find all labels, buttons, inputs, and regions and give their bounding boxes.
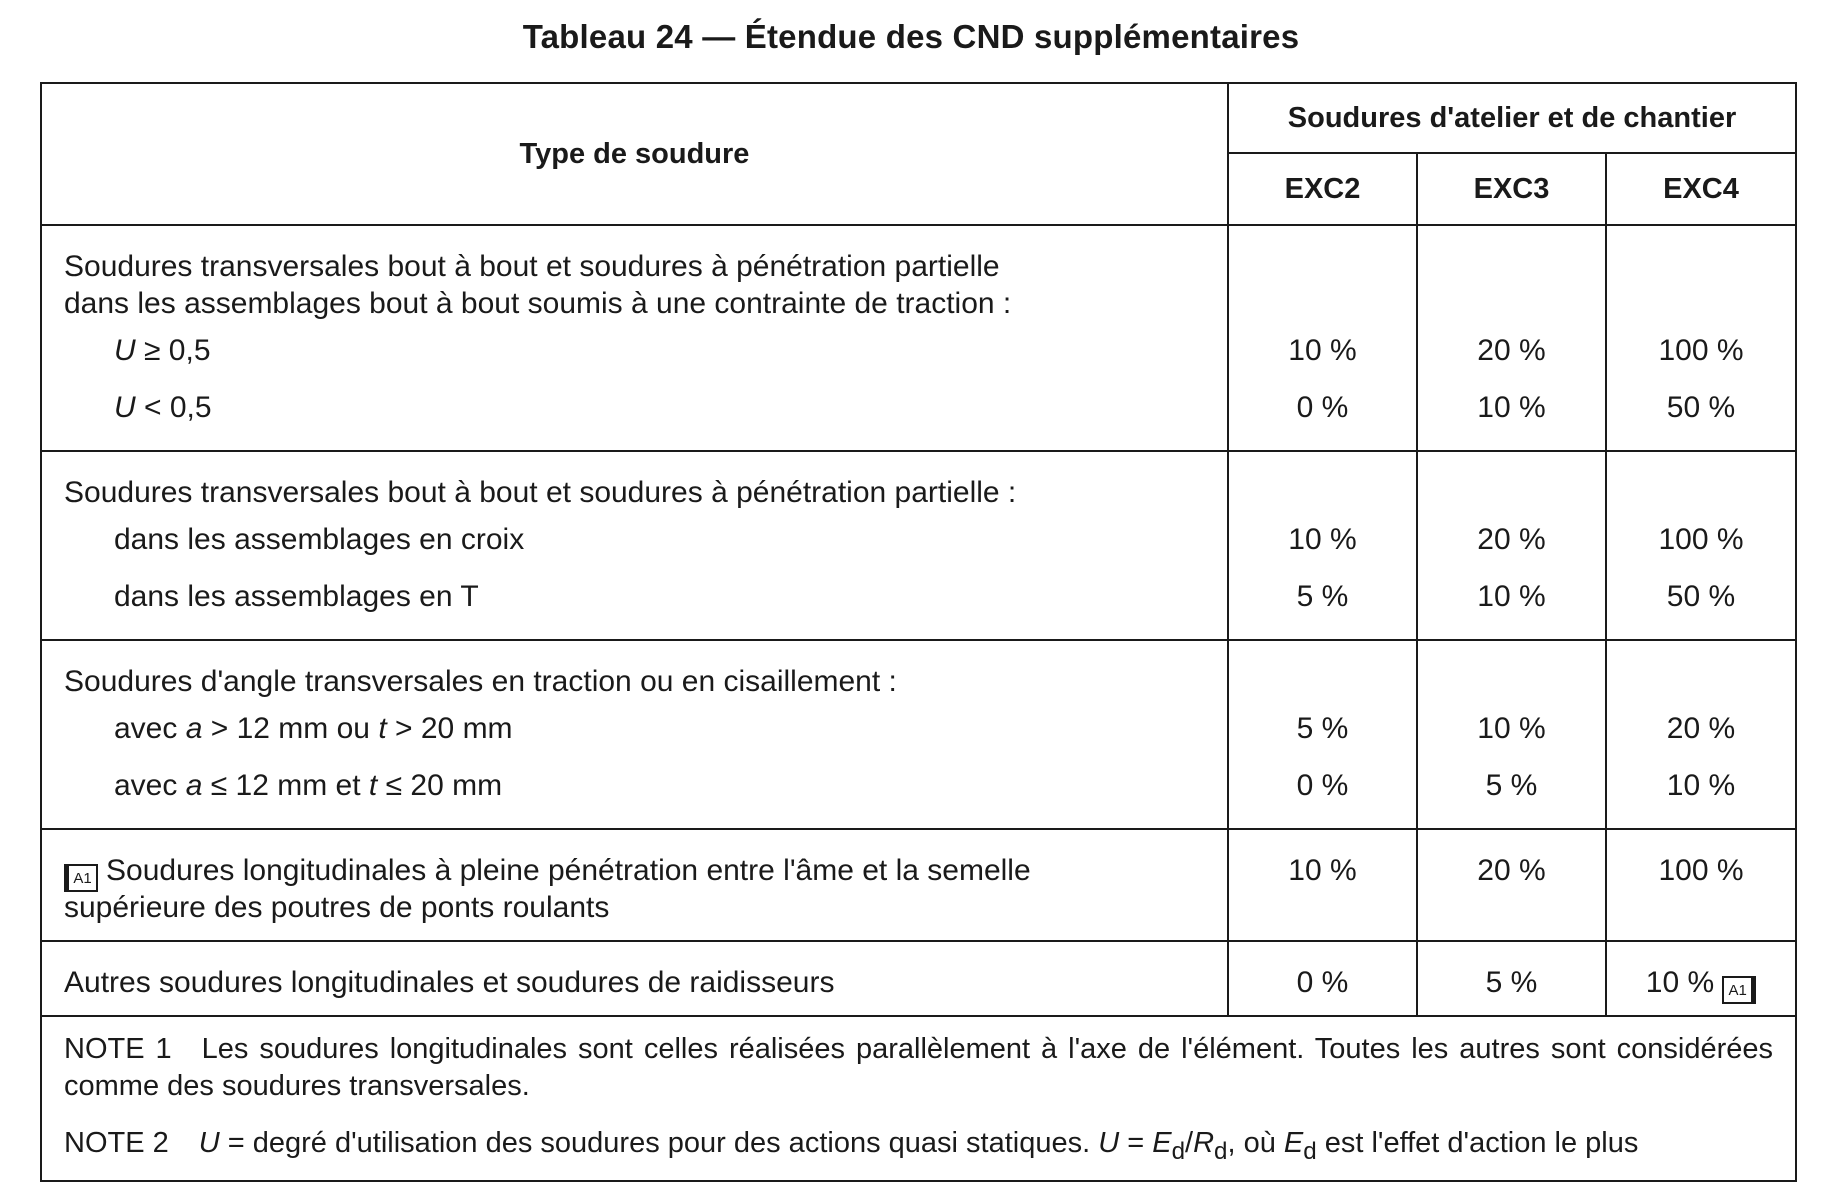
- row-label: avec a > 12 mm ou t > 20 mm: [114, 712, 513, 745]
- table-row: Soudures d'angle transversales en tracti…: [40, 639, 1797, 830]
- note-1: NOTE 1 Les soudures longitudinales sont c…: [64, 1033, 1773, 1102]
- value-cell-exc3: 10 % 5 %: [1416, 639, 1607, 830]
- notes-row: NOTE 1 Les soudures longitudinales sont c…: [40, 1015, 1797, 1182]
- header-exc2: EXC2: [1227, 152, 1418, 226]
- section-heading: Autres soudures longitudinales et soudur…: [64, 966, 835, 999]
- table-row: Autres soudures longitudinales et soudur…: [40, 940, 1797, 1017]
- row-label: U ≥ 0,5: [114, 334, 211, 367]
- table-row: A1 Soudures longitudinales à pleine pénét…: [40, 828, 1797, 942]
- table-title: Tableau 24 — Étendue des CND supplémenta…: [522, 18, 1300, 55]
- value-cell-exc3: 5 %: [1416, 940, 1607, 1017]
- table-row: Soudures transversales bout à bout et so…: [40, 450, 1797, 641]
- section-heading: Soudures transversales bout à bout et so…: [64, 476, 1017, 509]
- ndt-extent-table: Type de soudure Soudures d'atelier et de…: [40, 82, 1797, 1182]
- value-cell-exc4: 100 % 50 %: [1605, 224, 1797, 452]
- value-cell-exc3: 20 % 10 %: [1416, 450, 1607, 641]
- value-cell-exc2: 0 %: [1227, 940, 1418, 1017]
- value-cell-exc3: 20 % 10 %: [1416, 224, 1607, 452]
- notes-cell: NOTE 1 Les soudures longitudinales sont c…: [40, 1015, 1797, 1182]
- row-label: U < 0,5: [114, 391, 212, 424]
- row-label-cell: Soudures transversales bout à bout et so…: [40, 450, 1229, 641]
- value-cell-exc4: 20 % 10 %: [1605, 639, 1797, 830]
- section-heading: dans les assemblages bout à bout soumis …: [64, 287, 1012, 320]
- value-cell-exc2: 10 %: [1227, 828, 1418, 942]
- value-cell-exc2: 10 % 0 %: [1227, 224, 1418, 452]
- value-cell-exc2: 5 % 0 %: [1227, 639, 1418, 830]
- row-label: dans les assemblages en T: [114, 580, 479, 613]
- row-label-cell: Autres soudures longitudinales et soudur…: [40, 940, 1229, 1017]
- value-cell-exc4: 100 % 50 %: [1605, 450, 1797, 641]
- value-cell-exc2: 10 % 5 %: [1227, 450, 1418, 641]
- header-exc4: EXC4: [1605, 152, 1797, 226]
- section-heading: A1 Soudures longitudinales à pleine pénét…: [64, 852, 1207, 892]
- row-label-cell: Soudures transversales bout à bout et so…: [40, 224, 1229, 452]
- row-label: dans les assemblages en croix: [114, 523, 525, 556]
- row-label-cell: A1 Soudures longitudinales à pleine pénét…: [40, 828, 1229, 942]
- header-soudures-atelier-chantier: Soudures d'atelier et de chantier: [1227, 82, 1797, 154]
- section-heading: Soudures transversales bout à bout et so…: [64, 250, 1000, 283]
- section-heading: Soudures d'angle transversales en tracti…: [64, 665, 897, 698]
- value-cell-exc4: 10 % A1: [1605, 940, 1797, 1017]
- header-type-de-soudure: Type de soudure: [40, 82, 1229, 226]
- row-label: avec a ≤ 12 mm et t ≤ 20 mm: [114, 769, 503, 802]
- section-heading: supérieure des poutres de ponts roulants: [64, 891, 610, 924]
- header-exc3: EXC3: [1416, 152, 1607, 226]
- value-cell-exc4: 100 %: [1605, 828, 1797, 942]
- row-label-cell: Soudures d'angle transversales en tracti…: [40, 639, 1229, 830]
- amendment-marker-end: A1: [1722, 976, 1757, 1004]
- table-row: Soudures transversales bout à bout et so…: [40, 224, 1797, 452]
- value-cell-exc3: 20 %: [1416, 828, 1607, 942]
- amendment-marker-start: A1: [64, 864, 98, 892]
